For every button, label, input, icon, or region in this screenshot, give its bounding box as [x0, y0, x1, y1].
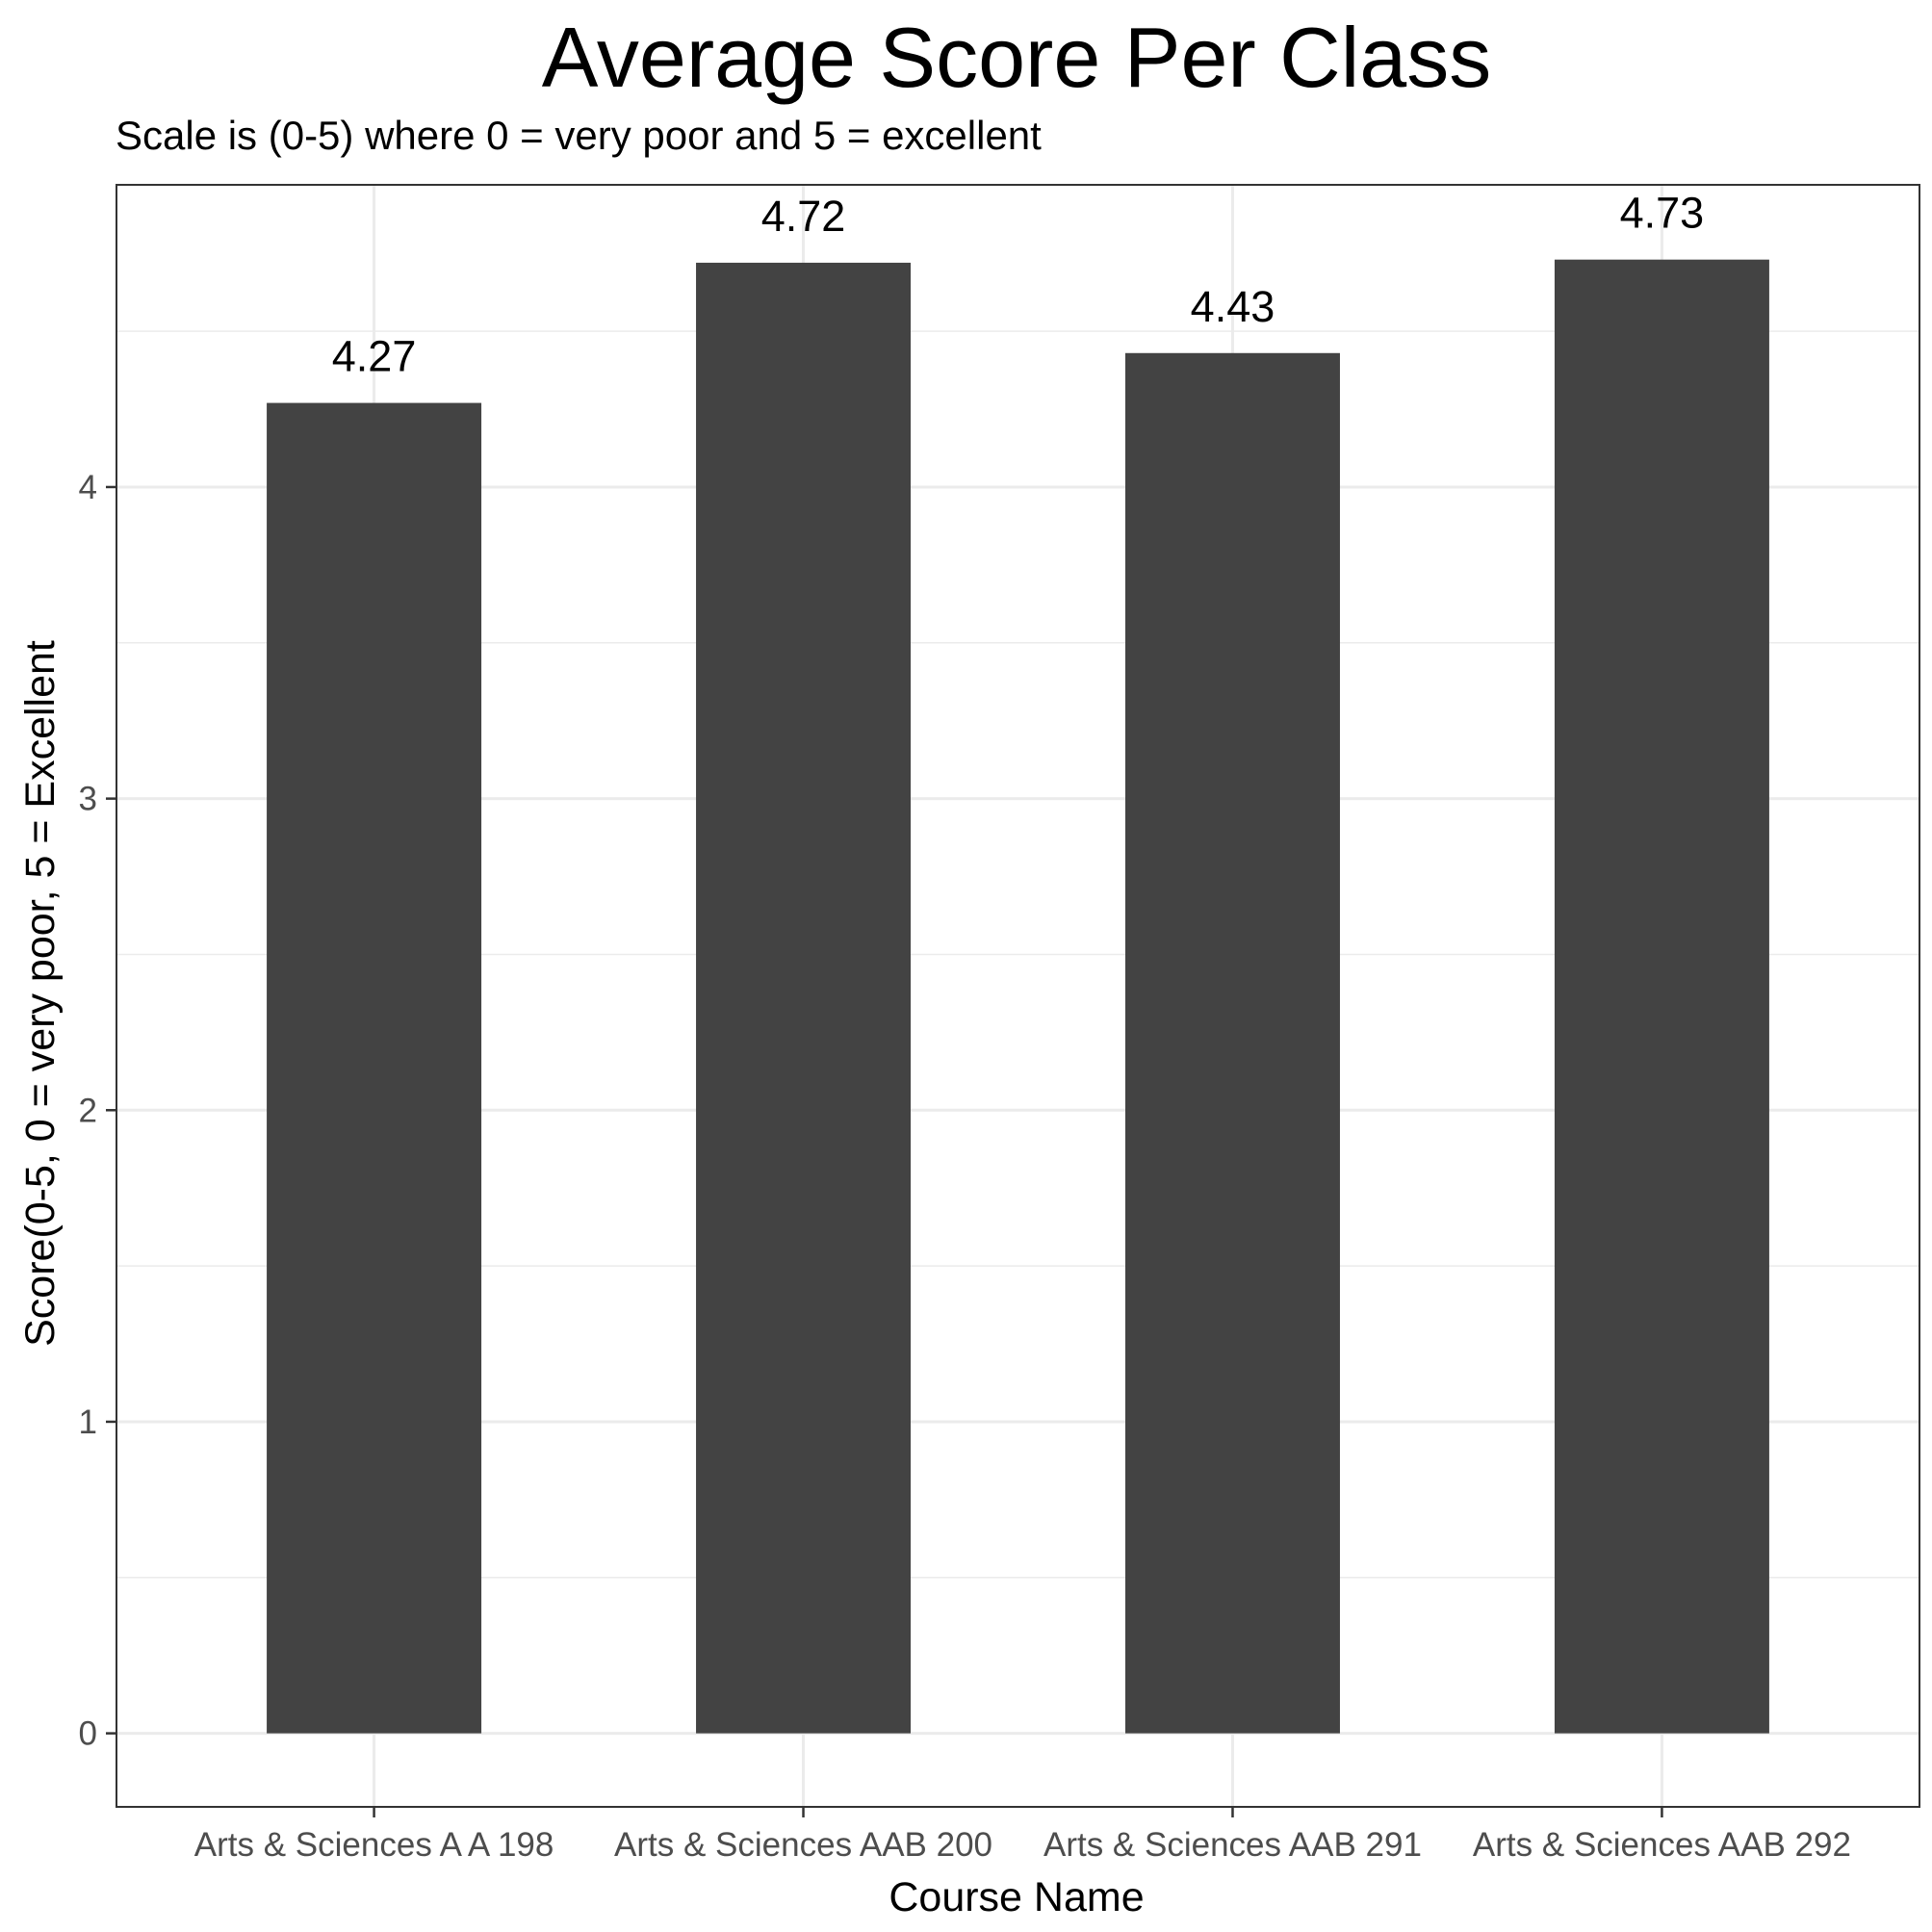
- data-label: 4.43: [1191, 282, 1275, 331]
- data-label: 4.73: [1620, 189, 1705, 238]
- y-axis: 0 1 2 3 4: [79, 469, 116, 1753]
- x-tick-label: Arts & Sciences A A 198: [194, 1826, 554, 1864]
- bar: [696, 262, 912, 1734]
- x-tick-label: Arts & Sciences AAB 292: [1473, 1826, 1851, 1864]
- y-tick-label: 1: [79, 1404, 97, 1441]
- bar: [1124, 352, 1340, 1734]
- plot-panel-border: [116, 184, 1920, 1808]
- bar: [1554, 259, 1769, 1734]
- x-axis: Arts & Sciences A A 198 Arts & Sciences A…: [194, 1807, 1851, 1864]
- data-labels: 4.27 4.72 4.43 4.73: [332, 189, 1704, 381]
- y-tick-label: 4: [79, 469, 97, 506]
- data-label: 4.27: [332, 332, 417, 381]
- chart-subtitle: Scale is (0-5) where 0 = very poor and 5…: [116, 113, 1042, 158]
- chart-title: Average Score Per Class: [542, 10, 1491, 105]
- x-axis-title: Course Name: [889, 1874, 1144, 1920]
- y-tick-label: 3: [79, 781, 97, 818]
- bar: [267, 402, 482, 1734]
- y-tick-label: 0: [79, 1715, 97, 1753]
- x-tick-label: Arts & Sciences AAB 200: [614, 1826, 992, 1864]
- y-tick-label: 2: [79, 1092, 97, 1129]
- y-axis-title: Score(0-5, 0 = very poor, 5 = Excellent: [17, 640, 64, 1347]
- data-label: 4.72: [761, 192, 846, 241]
- bars: [267, 259, 1769, 1734]
- x-tick-label: Arts & Sciences AAB 291: [1043, 1826, 1422, 1864]
